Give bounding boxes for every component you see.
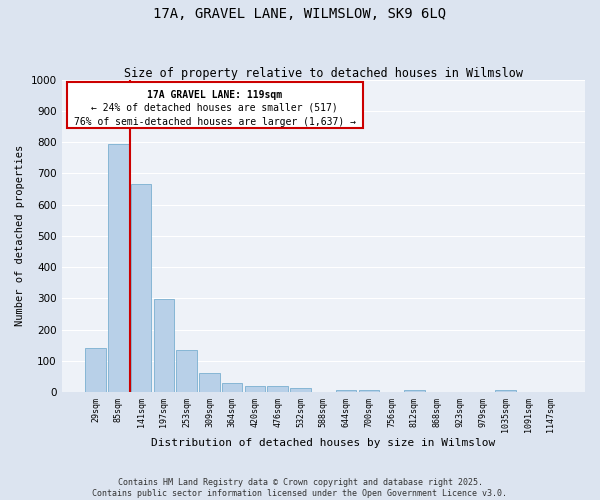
Text: 17A, GRAVEL LANE, WILMSLOW, SK9 6LQ: 17A, GRAVEL LANE, WILMSLOW, SK9 6LQ (154, 8, 446, 22)
Bar (154, 299, 174, 392)
Text: 17A GRAVEL LANE: 119sqm: 17A GRAVEL LANE: 119sqm (147, 90, 282, 100)
Bar (268, 386, 288, 392)
Text: Contains HM Land Registry data © Crown copyright and database right 2025.
Contai: Contains HM Land Registry data © Crown c… (92, 478, 508, 498)
Bar (176, 350, 197, 392)
Bar (404, 390, 425, 392)
Bar (108, 144, 128, 392)
Bar (131, 184, 151, 392)
Bar (85, 348, 106, 392)
Bar (222, 382, 242, 392)
Y-axis label: Number of detached properties: Number of detached properties (15, 145, 25, 326)
Title: Size of property relative to detached houses in Wilmslow: Size of property relative to detached ho… (124, 66, 523, 80)
Bar (359, 390, 379, 392)
Text: ← 24% of detached houses are smaller (517): ← 24% of detached houses are smaller (51… (91, 103, 338, 113)
Bar (245, 386, 265, 392)
Bar (336, 390, 356, 392)
Bar (290, 388, 311, 392)
X-axis label: Distribution of detached houses by size in Wilmslow: Distribution of detached houses by size … (151, 438, 496, 448)
Text: 76% of semi-detached houses are larger (1,637) →: 76% of semi-detached houses are larger (… (74, 116, 356, 126)
Bar (199, 374, 220, 392)
Bar (495, 390, 515, 392)
FancyBboxPatch shape (67, 82, 362, 128)
